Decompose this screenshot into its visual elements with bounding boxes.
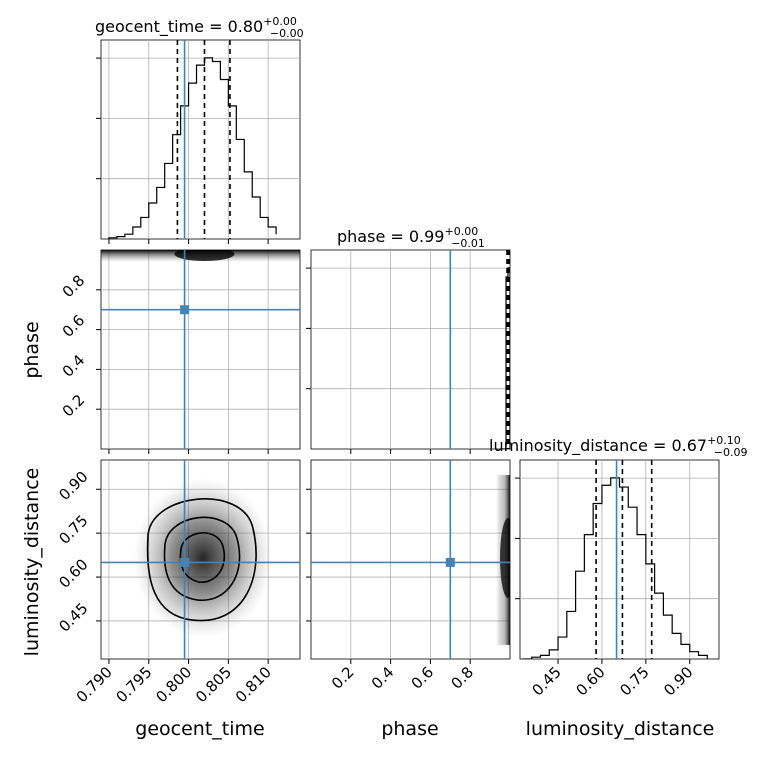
contour-inner xyxy=(179,532,226,583)
density xyxy=(311,460,510,659)
y-tick-label: 0.6 xyxy=(59,311,89,341)
x-tick-label: 0.790 xyxy=(73,663,116,706)
histogram-step xyxy=(522,477,708,659)
truth-marker xyxy=(180,557,190,567)
x-tick-label: 0.60 xyxy=(572,663,608,699)
axes-frame xyxy=(310,249,511,450)
panel-phase-vs-geocent-time xyxy=(96,249,301,454)
x-tick-label: 0.800 xyxy=(152,663,195,706)
contour-middle xyxy=(163,516,241,601)
x-tick-label: 0.90 xyxy=(660,663,696,699)
x-tick-label: 0.795 xyxy=(112,663,155,706)
axes-frame xyxy=(519,459,720,660)
x-tick-label: 0.75 xyxy=(616,663,652,699)
x-tick-label: 0.6 xyxy=(408,663,438,693)
y-tick-label: 0.4 xyxy=(59,351,89,381)
xlabel-luminosity-distance: luminosity_distance xyxy=(526,718,715,740)
density-shading xyxy=(132,478,273,639)
density xyxy=(101,250,300,449)
contour-outer xyxy=(146,498,257,622)
x-tick-label: 0.2 xyxy=(328,663,358,693)
xlabel-phase: phase xyxy=(381,718,438,740)
y-tick-label: 0.2 xyxy=(59,391,89,421)
x-tick-label: 0.45 xyxy=(529,663,565,699)
y-tick-label: 0.60 xyxy=(55,555,91,591)
y-tick-label: 0.90 xyxy=(55,468,91,504)
y-tick-label: 0.8 xyxy=(59,271,89,301)
panel-phase-hist xyxy=(306,249,511,454)
density-core xyxy=(174,250,235,261)
ylabel-luminosity-distance: luminosity_distance xyxy=(21,468,43,657)
axes-frame xyxy=(100,249,301,450)
title-geocent-time: geocent_time = 0.80+0.00 −0.00 xyxy=(95,15,304,40)
x-tick-label: 0.8 xyxy=(447,663,477,693)
panel-distance-vs-phase xyxy=(306,459,511,664)
panel-distance-hist xyxy=(515,459,720,664)
axes-frame xyxy=(310,459,511,660)
x-tick-label: 0.810 xyxy=(232,663,275,706)
x-tick-label: 0.4 xyxy=(368,663,398,693)
panel-distance-vs-geocent-time xyxy=(96,459,301,664)
y-tick-label: 0.75 xyxy=(55,511,91,547)
title-phase: phase = 0.99+0.00 −0.01 xyxy=(337,225,485,250)
truth-marker xyxy=(180,305,190,315)
histogram-step xyxy=(108,57,277,239)
axes-frame xyxy=(100,39,301,240)
x-tick-label: 0.805 xyxy=(192,663,235,706)
title-luminosity-distance: luminosity_distance = 0.67+0.10 −0.09 xyxy=(489,434,748,459)
xlabel-geocent-time: geocent_time xyxy=(135,718,264,740)
panel-geocent-time-hist xyxy=(96,39,301,244)
y-tick-label: 0.45 xyxy=(55,599,91,635)
truth-marker xyxy=(445,557,455,567)
density-core xyxy=(500,518,510,599)
density xyxy=(101,460,300,659)
histogram-step xyxy=(502,267,510,449)
ylabel-phase: phase xyxy=(21,321,43,378)
